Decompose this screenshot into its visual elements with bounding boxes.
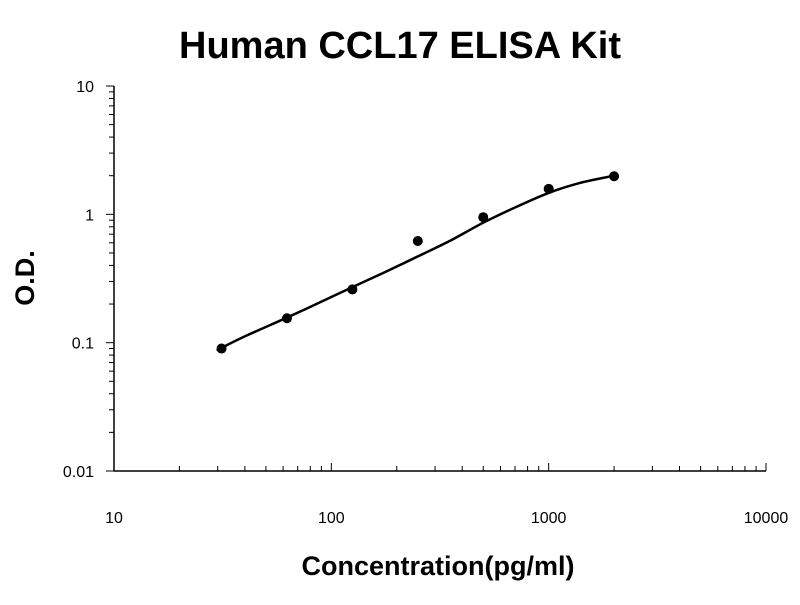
x-tick-label: 1000: [531, 510, 567, 527]
x-tick-label: 100: [318, 510, 345, 527]
data-point: [543, 183, 554, 194]
chart-title: Human CCL17 ELISA Kit: [179, 25, 621, 67]
y-tick-label: 10: [76, 79, 94, 96]
axes: 10 100 1000 10000 0.01 0.1 1 10: [63, 79, 788, 527]
trendline: [216, 174, 616, 352]
data-point: [347, 284, 358, 295]
y-axis-label: O.D.: [10, 250, 40, 306]
data-point: [609, 171, 620, 182]
trendline-group: [216, 174, 616, 352]
data-point: [412, 235, 423, 246]
x-tick-label: 10000: [744, 510, 789, 527]
data-point: [478, 212, 489, 223]
y-tick-label: 0.01: [63, 464, 94, 481]
data-points: [216, 171, 620, 354]
x-axis-label: Concentration(pg/ml): [302, 551, 575, 581]
y-tick-label: 1: [85, 207, 94, 224]
data-point: [281, 313, 292, 324]
data-point: [216, 343, 227, 354]
y-tick-label: 0.1: [72, 336, 94, 353]
x-tick-label: 10: [105, 510, 123, 527]
